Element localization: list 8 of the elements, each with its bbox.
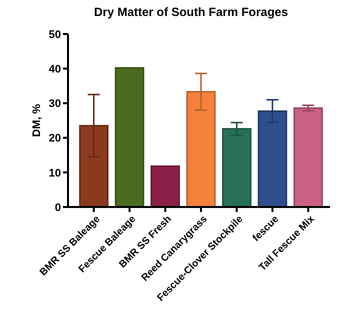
- y-tick-label: 10: [48, 167, 61, 180]
- y-tick-label: 0: [54, 202, 61, 214]
- y-axis-title: DM, %: [31, 104, 43, 137]
- y-tick-label: 30: [48, 98, 61, 110]
- chart-title: Dry Matter of South Farm Forages: [94, 5, 288, 19]
- y-tick-label: 20: [48, 132, 61, 145]
- y-tick-label: 50: [48, 28, 61, 41]
- y-tick-label: 40: [48, 63, 61, 76]
